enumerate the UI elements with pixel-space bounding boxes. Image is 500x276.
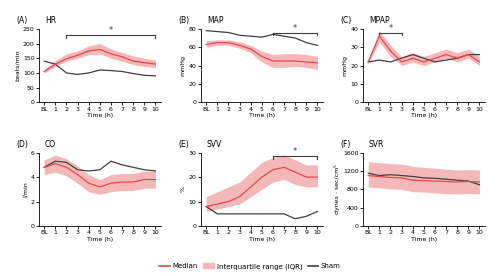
Text: HR: HR: [45, 16, 56, 25]
Y-axis label: l/min: l/min: [23, 182, 28, 197]
Text: *: *: [109, 26, 113, 35]
X-axis label: Time (h): Time (h): [249, 113, 275, 118]
X-axis label: Time (h): Time (h): [411, 237, 437, 242]
Text: MPAP: MPAP: [369, 16, 390, 25]
X-axis label: Time (h): Time (h): [249, 237, 275, 242]
Text: (A): (A): [16, 16, 28, 25]
Y-axis label: %: %: [181, 186, 186, 192]
X-axis label: Time (h): Time (h): [411, 113, 437, 118]
Text: *: *: [293, 147, 298, 156]
Text: (C): (C): [340, 16, 352, 25]
Text: CO: CO: [45, 140, 56, 149]
Text: *: *: [388, 23, 392, 33]
Text: (D): (D): [16, 140, 28, 149]
X-axis label: Time (h): Time (h): [87, 237, 113, 242]
Y-axis label: mmHg: mmHg: [343, 55, 348, 76]
X-axis label: Time (h): Time (h): [87, 113, 113, 118]
Text: (B): (B): [178, 16, 190, 25]
Text: (F): (F): [340, 140, 351, 149]
Text: SVR: SVR: [369, 140, 384, 149]
Y-axis label: dynes · sec/cm⁵: dynes · sec/cm⁵: [334, 164, 340, 214]
Y-axis label: beats/min: beats/min: [15, 50, 20, 81]
Text: SVV: SVV: [207, 140, 222, 149]
Y-axis label: mmHg: mmHg: [181, 55, 186, 76]
Legend: Median, Interquartile range (IQR), Sham: Median, Interquartile range (IQR), Sham: [156, 261, 344, 272]
Text: MAP: MAP: [207, 16, 224, 25]
Text: (E): (E): [178, 140, 190, 149]
Text: *: *: [293, 23, 298, 33]
